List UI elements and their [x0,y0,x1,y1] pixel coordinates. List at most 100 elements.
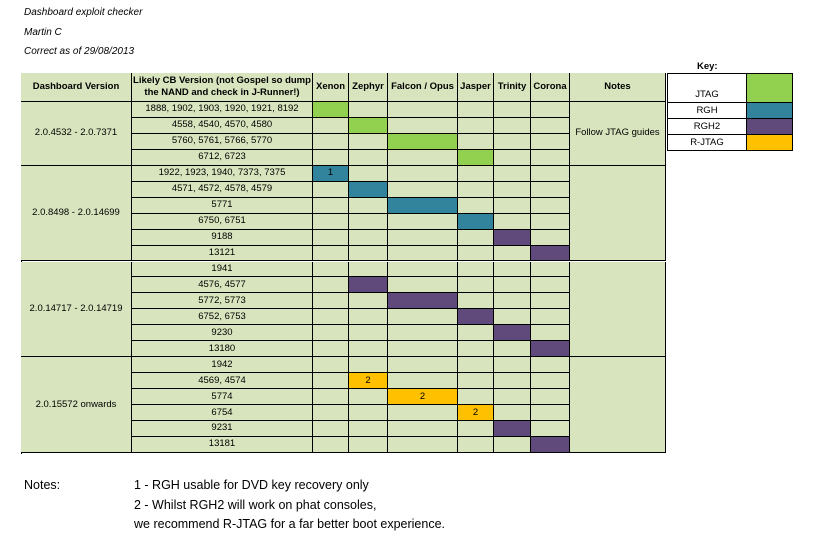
console-cell [388,357,458,374]
exploit-cell-jtag [458,149,494,166]
console-cell [349,245,388,262]
console-cell [458,261,494,278]
console-cell [313,245,349,262]
console-cell [388,277,458,294]
console-cell [494,277,531,294]
console-cell [349,213,388,230]
console-cell [458,165,494,182]
exploit-cell-r-jtag: 2 [349,373,388,390]
console-cell [313,309,349,326]
exploit-cell-rgh2 [531,245,570,262]
console-cell [494,245,531,262]
exploit-cell-rgh2 [494,325,531,342]
console-cell [531,325,570,342]
notes-cell: Follow JTAG guides [570,102,666,166]
exploit-cell-rgh [349,181,388,198]
console-cell [349,405,388,421]
notes-cell [570,165,666,262]
console-cell [458,389,494,406]
console-cell [313,117,349,134]
cb-version-cell: 13181 [132,436,313,453]
header-dashboard-version: Dashboard Version [21,73,132,102]
console-cell [349,261,388,278]
console-cell [313,229,349,246]
console-cell [458,277,494,294]
cb-version-cell: 1888, 1902, 1903, 1920, 1921, 8192 [132,102,313,118]
key-swatch-jtag [746,73,793,103]
console-cell [531,309,570,326]
console-cell [388,229,458,246]
cb-version-cell: 5774 [132,389,313,406]
cb-version-cell: 6754 [132,405,313,421]
key-label-rgh2: RGH2 [667,118,747,135]
cb-version-cell: 5772, 5773 [132,293,313,310]
exploit-cell-rgh2 [494,229,531,246]
console-cell [349,436,388,453]
console-cell [531,421,570,437]
console-cell [313,341,349,358]
note-line-3: we recommend R-JTAG for a far better boo… [134,517,446,531]
console-cell [494,261,531,278]
console-cell [531,117,570,134]
console-cell [494,117,531,134]
console-cell [349,133,388,150]
console-cell [494,102,531,118]
console-cell [531,389,570,406]
exploit-cell-rgh2 [531,436,570,453]
cb-version-cell: 5771 [132,197,313,214]
key-swatch-rgh [746,102,793,119]
console-cell [349,197,388,214]
console-cell [458,421,494,437]
cb-version-cell: 13121 [132,245,313,262]
console-cell [494,213,531,230]
notes-cell [570,357,666,453]
console-cell [349,165,388,182]
header-jasper: Jasper [458,73,494,102]
console-cell [388,165,458,182]
cb-version-cell: 6712, 6723 [132,149,313,166]
console-cell [494,197,531,214]
cb-version-cell: 1942 [132,357,313,374]
date-line: Correct as of 29/08/2013 [24,46,135,57]
console-cell [313,373,349,390]
console-cell [388,245,458,262]
console-cell [313,277,349,294]
console-cell [531,149,570,166]
console-cell [349,293,388,310]
console-cell [349,149,388,166]
console-cell [388,325,458,342]
console-cell [531,165,570,182]
console-cell [458,117,494,134]
console-cell [494,389,531,406]
console-cell [531,293,570,310]
cb-version-cell: 9230 [132,325,313,342]
console-cell [313,421,349,437]
key-label-jtag: JTAG [667,73,747,103]
console-cell [388,102,458,118]
console-cell [531,197,570,214]
console-cell [349,341,388,358]
dashboard-version-cell: 2.0.8498 - 2.0.14699 [21,165,132,262]
console-cell [494,149,531,166]
dashboard-version-cell: 2.0.15572 onwards [21,357,132,453]
header-trinity: Trinity [494,73,531,102]
exploit-cell-rgh [388,197,458,214]
console-cell [531,133,570,150]
console-cell [313,181,349,198]
console-cell [494,373,531,390]
console-cell [349,357,388,374]
cb-version-cell: 9231 [132,421,313,437]
console-cell [458,373,494,390]
console-cell [388,373,458,390]
console-cell [349,421,388,437]
cb-version-cell: 9188 [132,229,313,246]
author-line: Martin C [24,27,62,38]
dashboard-version-cell: 2.0.14717 - 2.0.14719 [21,261,132,358]
console-cell [458,325,494,342]
console-cell [313,149,349,166]
console-cell [313,213,349,230]
console-cell [313,389,349,406]
header-notes: Notes [570,73,666,102]
cb-version-cell: 4558, 4540, 4570, 4580 [132,117,313,134]
console-cell [531,213,570,230]
